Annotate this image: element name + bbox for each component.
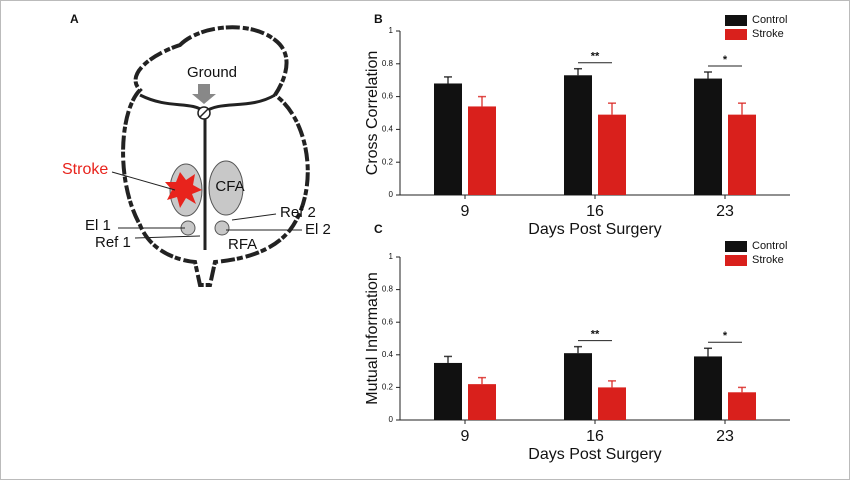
diagram-label: Ref 1 <box>95 234 131 251</box>
diagram-label: El 1 <box>85 217 111 234</box>
stroke-lesion <box>165 172 202 208</box>
legend-swatch <box>725 255 747 266</box>
diagram-label: Ref 2 <box>280 204 316 221</box>
leader-line <box>134 235 201 239</box>
diagram-label: Stroke <box>62 161 108 178</box>
diagram-label: RFA <box>228 236 257 253</box>
x-tick-label: 9 <box>461 203 470 220</box>
legend-swatch <box>725 15 747 26</box>
y-tick-label: 0 <box>389 415 394 424</box>
x-tick-label: 23 <box>716 203 734 220</box>
panel-label: C <box>374 222 383 236</box>
y-tick-label: 1 <box>389 26 394 35</box>
x-tick-label: 16 <box>586 428 604 445</box>
x-axis-label: Days Post Surgery <box>528 221 661 238</box>
significance-label: * <box>723 330 728 342</box>
y-axis-label: Mutual Information <box>364 272 381 405</box>
ground-screw-slot <box>199 108 209 118</box>
y-tick-label: 0.2 <box>382 383 394 392</box>
panel-label: B <box>374 12 383 26</box>
bar <box>468 106 496 195</box>
bar <box>694 78 722 195</box>
diagram-label: El 2 <box>305 221 331 238</box>
cfa-region <box>208 160 244 216</box>
bar <box>694 356 722 420</box>
y-tick-label: 0.8 <box>382 59 394 68</box>
brain-diagram: Ground Stroke CFA El 1 Ref 1 Ref 2 El 2 … <box>62 25 331 287</box>
bar <box>564 353 592 420</box>
bar <box>468 384 496 420</box>
diagram-label: CFA <box>215 178 244 195</box>
legend-label: Control <box>752 240 787 252</box>
bar <box>434 362 462 420</box>
leader-line <box>111 171 176 191</box>
y-tick-label: 0 <box>389 190 394 199</box>
significance-label: ** <box>591 329 600 341</box>
bar <box>598 387 626 420</box>
electrode-site <box>214 220 230 236</box>
legend-label: Control <box>752 14 787 26</box>
x-tick-label: 23 <box>716 428 734 445</box>
legend-swatch <box>725 241 747 252</box>
x-tick-label: 9 <box>461 428 470 445</box>
legend-swatch <box>725 29 747 40</box>
panel-label: A <box>70 12 79 26</box>
legend-label: Stroke <box>752 254 784 266</box>
significance-label: ** <box>591 51 600 63</box>
y-tick-label: 0.4 <box>382 125 394 134</box>
bar <box>564 75 592 195</box>
legend-label: Stroke <box>752 28 784 40</box>
y-tick-label: 0.2 <box>382 157 394 166</box>
significance-label: * <box>723 54 728 66</box>
y-axis-label: Cross Correlation <box>364 51 381 175</box>
diagram-label: Ground <box>187 64 237 81</box>
y-tick-label: 1 <box>389 252 394 261</box>
leader-line <box>231 213 277 221</box>
bar <box>598 114 626 195</box>
x-axis-label: Days Post Surgery <box>528 446 661 463</box>
y-tick-label: 0.6 <box>382 317 394 326</box>
x-tick-label: 16 <box>586 203 604 220</box>
bar <box>434 83 462 195</box>
y-tick-label: 0.8 <box>382 285 394 294</box>
bar <box>728 114 756 195</box>
y-tick-label: 0.4 <box>382 350 394 359</box>
brain-outline <box>121 25 310 287</box>
bar <box>728 392 756 420</box>
y-tick-label: 0.6 <box>382 92 394 101</box>
ground-arrow <box>192 84 216 104</box>
